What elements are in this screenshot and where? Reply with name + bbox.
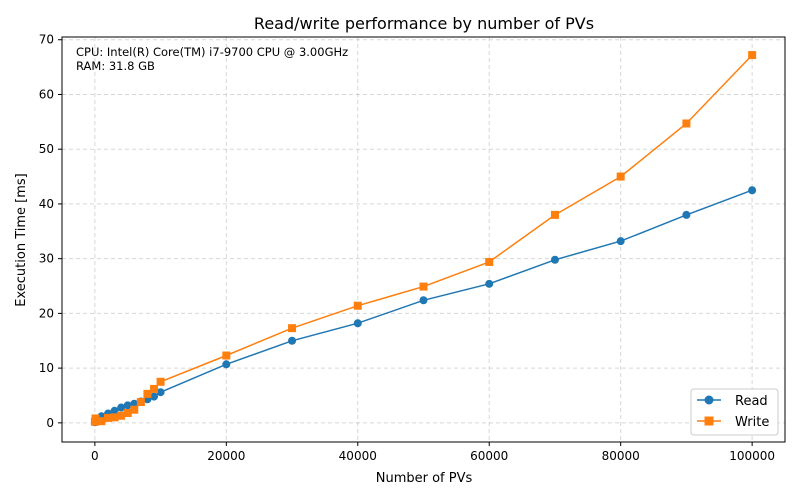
y-tick-label: 60: [39, 87, 54, 101]
data-point-read: [117, 403, 126, 412]
x-tick-label: 60000: [470, 449, 508, 463]
data-point-write: [353, 301, 362, 310]
data-point-read: [156, 388, 165, 397]
x-tick-label: 20000: [207, 449, 245, 463]
data-point-write: [91, 414, 100, 423]
data-point-write: [419, 282, 428, 291]
data-point-read: [150, 392, 159, 401]
y-tick-label: 30: [39, 252, 54, 266]
data-point-write: [682, 119, 691, 128]
data-point-read: [222, 360, 231, 369]
data-point-read: [123, 401, 132, 410]
data-point-write: [143, 389, 152, 398]
legend: Read Write: [690, 388, 779, 436]
data-point-write: [550, 210, 559, 219]
data-point-write: [288, 324, 297, 333]
data-point-write: [485, 257, 494, 266]
y-tick-label: 0: [46, 416, 54, 430]
x-tick-label: 0: [91, 449, 99, 463]
data-point-write: [150, 384, 159, 393]
data-point-read: [419, 296, 428, 305]
series-line-read: [94, 189, 753, 423]
data-point-read: [485, 279, 494, 288]
annotation-ram: RAM: 31.8 GB: [76, 59, 155, 73]
x-tick-label: 40000: [339, 449, 377, 463]
y-tick-label: 40: [39, 197, 54, 211]
y-tick-label: 70: [39, 33, 54, 47]
plot-frame: [61, 36, 786, 443]
data-point-read: [550, 255, 559, 264]
data-point-read: [288, 336, 297, 345]
chart-title: Read/write performance by number of PVs: [254, 14, 594, 33]
legend-write-marker: [704, 416, 714, 426]
data-point-write: [123, 408, 132, 417]
x-tick-label: 80000: [602, 449, 640, 463]
x-axis-label: Number of PVs: [376, 471, 473, 486]
data-point-write: [110, 413, 119, 422]
x-tick-label: 100000: [729, 449, 775, 463]
legend-read-marker: [704, 395, 714, 405]
data-point-write: [156, 377, 165, 386]
data-point-read: [748, 186, 757, 195]
y-axis-label: Execution Time [ms]: [14, 173, 29, 306]
data-point-read: [682, 210, 691, 219]
series-line-write: [94, 54, 753, 423]
data-point-read: [110, 406, 119, 415]
data-point-write: [222, 351, 231, 360]
data-point-read: [616, 237, 625, 246]
data-point-read: [353, 319, 362, 328]
annotation-cpu: CPU: Intel(R) Core(TM) i7-9700 CPU @ 3.0…: [76, 45, 348, 59]
data-point-write: [136, 398, 145, 407]
data-point-write: [117, 411, 126, 420]
data-point-write: [616, 172, 625, 181]
data-point-read: [130, 399, 139, 408]
data-point-write: [130, 405, 139, 414]
y-tick-label: 10: [39, 361, 54, 375]
data-point-write: [748, 51, 757, 60]
data-point-write: [104, 413, 113, 422]
legend-read-label: Read: [735, 394, 768, 409]
y-tick-label: 50: [39, 142, 54, 156]
legend-write-label: Write: [735, 415, 769, 430]
data-point-write: [97, 417, 106, 426]
y-tick-label: 20: [39, 306, 54, 320]
